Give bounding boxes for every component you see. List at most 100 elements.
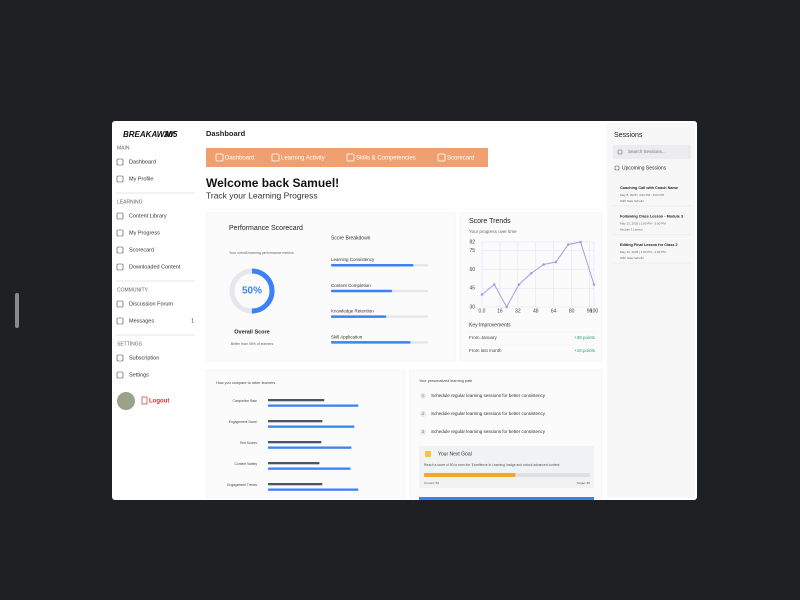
nav-item[interactable]: Settings	[129, 372, 149, 378]
breakdown-title: Score Breakdown	[331, 235, 371, 241]
icon	[116, 371, 124, 379]
section-title: COMMUNITY	[117, 287, 148, 293]
section-title: SETTINGS	[117, 341, 143, 347]
breakdown-label: Content Completion	[331, 283, 371, 288]
y-tick-label: 82	[469, 239, 475, 245]
tab-icon	[346, 153, 355, 162]
side-handle	[15, 293, 19, 328]
session-title[interactable]: Following Class Lesson - Module 3	[620, 215, 683, 219]
point	[517, 283, 521, 286]
step-circle	[420, 411, 426, 417]
scorecard-panel	[205, 212, 456, 362]
goal-text: Reach a score of 80 to earn the 'Excelle…	[424, 463, 560, 467]
category-label: Completion Rate	[232, 399, 257, 403]
nav-item[interactable]: Dashboard	[129, 159, 156, 165]
point	[579, 240, 582, 244]
bar	[268, 462, 320, 465]
tab[interactable]: Scorecard	[447, 156, 474, 162]
progress-bar	[424, 473, 516, 477]
chart-title: How you compare to other learners	[216, 381, 275, 385]
improvement-value: +18 points	[574, 348, 596, 353]
point	[566, 243, 570, 246]
bar	[268, 446, 352, 449]
icon	[116, 212, 124, 220]
breakdown-label: Skill Application	[331, 334, 363, 339]
panel-title: Performance Scorecard	[229, 225, 303, 232]
badge: 1	[191, 318, 194, 324]
point	[505, 305, 508, 309]
bar	[331, 315, 387, 318]
session-date: May 8, 2025 | 4:00 PM - 5:00 PM	[620, 193, 664, 197]
session-title[interactable]: Coaching Call with Coach Name	[620, 186, 678, 190]
score-caption: Overall Score	[234, 329, 269, 335]
improvement-value: +38 points	[574, 335, 596, 340]
goal-box	[419, 446, 594, 488]
session-title[interactable]: Editing Final Lesson for Class 2	[620, 243, 678, 247]
x-tick-label: 64	[551, 308, 557, 314]
step-text: Schedule regular learning sessions for b…	[431, 411, 546, 416]
point	[493, 283, 496, 286]
nav-item[interactable]: Scorecard	[129, 247, 154, 253]
sessions-title: Sessions	[614, 132, 643, 139]
y-tick-label: 60	[469, 267, 475, 273]
x-tick-label: 80	[569, 308, 575, 314]
icon	[617, 149, 623, 155]
line	[481, 241, 595, 309]
tab[interactable]: Skills & Competencies	[356, 156, 416, 162]
icon	[116, 354, 124, 362]
step-circle	[420, 393, 426, 399]
step-text: Schedule regular learning sessions for b…	[431, 393, 546, 398]
tab-icon	[437, 153, 446, 162]
goal-target: Target: 80	[577, 481, 591, 485]
bar	[268, 420, 323, 423]
y-tick-label: 75	[469, 248, 475, 254]
tab[interactable]: Dashboard	[225, 156, 254, 162]
chart-title: Score Trends	[469, 218, 511, 225]
trends-panel	[459, 212, 603, 362]
step-number: 3	[422, 430, 424, 434]
nav-item[interactable]: Content Library	[129, 213, 167, 219]
bar	[331, 289, 393, 293]
nav-item[interactable]: Downloaded Content	[129, 264, 181, 270]
logout[interactable]: Logout	[149, 399, 169, 405]
x-tick-label: 100	[590, 308, 599, 314]
x-tick-label: 0.0	[479, 308, 486, 314]
caption: Your overall learning performance metric…	[229, 251, 294, 255]
improvement-label: From January	[469, 335, 498, 340]
y-tick-label: 30	[469, 304, 475, 310]
session-date: May 20, 2025 | 1:00 PM - 2:00 PM	[620, 250, 666, 254]
logout-icon	[141, 396, 148, 405]
nav-item[interactable]: My Progress	[129, 230, 160, 236]
icon	[116, 158, 124, 166]
action-button[interactable]	[419, 497, 594, 500]
bar	[268, 399, 325, 402]
score-label: 50%	[242, 286, 262, 297]
section-title: LEARNING	[117, 199, 143, 205]
category-label: Engagement Trends	[227, 483, 257, 487]
session-note: With Nate Schultz	[620, 256, 644, 260]
search-box[interactable]	[613, 145, 691, 159]
compare-panel	[205, 369, 406, 499]
nav-item[interactable]: My Profile	[129, 176, 153, 182]
nav-item[interactable]: Subscription	[129, 355, 159, 361]
icon	[116, 317, 124, 325]
icon	[116, 175, 124, 183]
bar	[268, 441, 322, 444]
page-title: Dashboard	[206, 129, 246, 138]
welcome-title: Welcome back Samuel!	[206, 176, 339, 190]
breakdown-label: Learning Consistency	[331, 257, 375, 262]
nav-item[interactable]: Messages	[129, 318, 154, 324]
goal-icon	[425, 451, 431, 457]
category-label: Engagement Score	[229, 420, 257, 424]
tab[interactable]: Learning Activity	[281, 156, 325, 162]
nav-item[interactable]: Discussion Forum	[129, 301, 173, 307]
improvement-label: From last month	[469, 348, 502, 353]
search-placeholder[interactable]: Search Sessions...	[628, 149, 666, 154]
icon	[116, 229, 124, 237]
point	[480, 293, 484, 296]
icon	[116, 300, 124, 308]
step-number: 2	[422, 412, 424, 416]
point	[554, 260, 558, 264]
improvements-title: Key Improvements	[469, 322, 511, 328]
